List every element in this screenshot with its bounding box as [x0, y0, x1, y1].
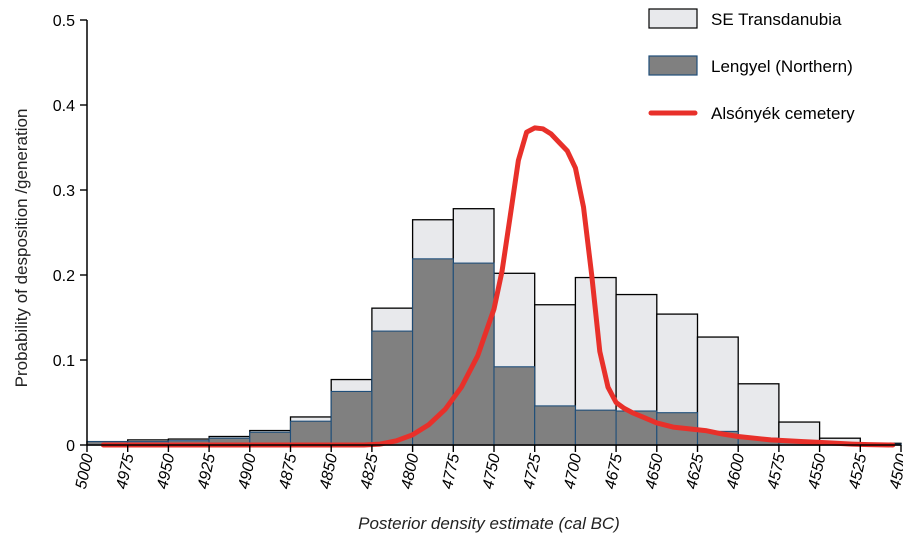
legend-swatch-se-transdanubia: [648, 8, 698, 29]
bar-lengyel-northern: [330, 390, 373, 446]
bar-lengyel-northern: [534, 405, 576, 446]
bar-lengyel-northern: [412, 258, 454, 446]
x-tick-label: 4575: [765, 452, 789, 490]
y-axis-title: Probability of desposition /generation: [12, 109, 31, 388]
x-tick-label: 4750: [480, 452, 504, 490]
legend-label-se-transdanubia: SE Transdanubia: [711, 10, 842, 29]
bar-lengyel-northern: [371, 330, 414, 446]
x-tick-label: 4850: [317, 452, 341, 490]
x-tick-label: 4825: [358, 452, 382, 490]
bar-se-transdanubia: [696, 336, 739, 446]
x-tick-label: 4525: [846, 452, 870, 490]
bar-lengyel-northern: [289, 420, 332, 446]
y-tick-label: 0.1: [53, 353, 75, 370]
bar-lengyel-northern: [574, 409, 617, 446]
x-tick-label: 4725: [521, 452, 545, 490]
x-tick-label: 4700: [561, 452, 585, 490]
x-tick-label: 4900: [236, 452, 260, 490]
curve-layer: [100, 125, 896, 448]
y-tick-label: 0: [66, 438, 75, 455]
x-tick-label: 4675: [602, 452, 626, 490]
x-tick-label: 4775: [439, 452, 463, 490]
y-tick-label: 0.2: [53, 268, 75, 285]
histogram-bars: [86, 208, 902, 446]
legend-swatch-lengyel-northern: [648, 55, 698, 76]
bar-lengyel-northern: [493, 366, 536, 446]
bar-lengyel-northern: [452, 262, 495, 446]
x-tick-label: 4800: [398, 452, 422, 490]
x-axis-ticks: 5000 4975 4950 4925 4900 4875 4850 4825 4800 4775…: [73, 445, 903, 491]
legend-label-alsonyek-cemetery: Alsónyék cemetery: [711, 104, 855, 123]
x-tick-label: 4950: [154, 452, 178, 490]
alsonyek-cemetery-curve: [100, 125, 896, 448]
legend-label-lengyel-northern: Lengyel (Northern): [711, 57, 853, 76]
x-tick-label: 5000: [73, 452, 97, 490]
y-tick-label: 0.5: [53, 13, 75, 30]
x-tick-label: 4625: [683, 452, 707, 490]
legend: SE Transdanubia Lengyel (Northern) Alsón…: [648, 8, 855, 123]
x-tick-label: 4650: [643, 452, 667, 490]
x-tick-label: 4550: [805, 452, 829, 490]
x-tick-label: 4875: [276, 452, 300, 490]
x-tick-label: 4600: [724, 452, 748, 490]
x-tick-label: 4925: [195, 452, 219, 490]
x-tick-label: 4500: [887, 452, 903, 490]
x-tick-label: 4975: [114, 452, 138, 490]
y-tick-label: 0.3: [53, 183, 75, 200]
x-axis-title: Posterior density estimate (cal BC): [358, 514, 620, 533]
y-axis-ticks: 0 0.1 0.2 0.3 0.4 0.5: [53, 13, 87, 455]
y-tick-label: 0.4: [53, 98, 75, 115]
